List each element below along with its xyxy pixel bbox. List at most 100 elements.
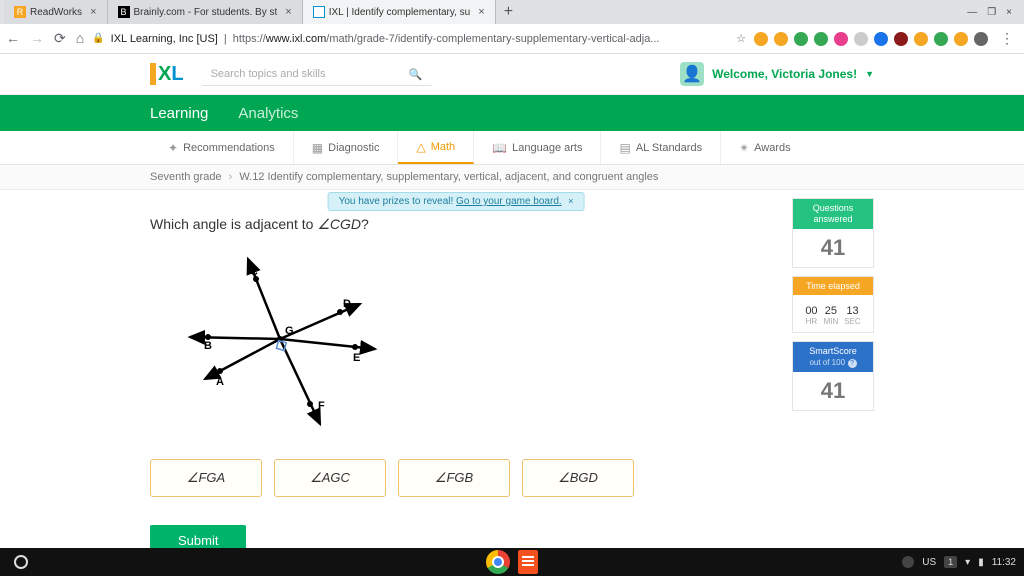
minimize-icon[interactable]: — <box>967 7 977 18</box>
label-g: G <box>285 325 294 337</box>
logo-bar <box>150 63 156 85</box>
tab-title: Brainly.com - For students. By st <box>134 7 278 18</box>
nav-analytics[interactable]: Analytics <box>238 105 298 122</box>
battery-icon[interactable]: ▮ <box>978 557 984 568</box>
browser-chrome: R ReadWorks × B Brainly.com - For studen… <box>0 0 1024 54</box>
clock[interactable]: 11:32 <box>992 557 1016 568</box>
subnav-awards[interactable]: ✴Awards <box>721 131 809 164</box>
back-icon[interactable]: ← <box>6 30 20 47</box>
recommendations-icon: ✦ <box>168 141 178 155</box>
extension-icon[interactable] <box>954 32 968 46</box>
language-icon: 📖 <box>492 141 507 155</box>
nav-icons: ← → ⟳ ⌂ <box>6 30 84 47</box>
home-icon[interactable]: ⌂ <box>76 30 84 47</box>
extension-icon[interactable] <box>974 32 988 46</box>
label-e: E <box>353 352 360 364</box>
subnav-math[interactable]: △ Math <box>398 131 474 164</box>
smart-label: SmartScoreout of 100 ? <box>793 342 873 372</box>
extension-icon[interactable] <box>774 32 788 46</box>
stats-sidebar: Questions answered 41 Time elapsed 00HR … <box>792 198 874 556</box>
help-icon[interactable]: ? <box>848 359 857 368</box>
question-text: Which angle is adjacent to ∠CGD? <box>150 216 762 234</box>
address-bar[interactable]: 🔒 IXL Learning, Inc [US] | https://www.i… <box>92 32 746 45</box>
close-icon[interactable]: × <box>285 6 291 18</box>
extension-icon[interactable] <box>874 32 888 46</box>
extension-icon[interactable] <box>754 32 768 46</box>
extension-icon[interactable] <box>934 32 948 46</box>
question-angle: ∠CGD <box>317 218 361 233</box>
extension-icon[interactable] <box>794 32 808 46</box>
logo-x: X <box>158 63 171 86</box>
new-tab-button[interactable]: + <box>496 3 521 21</box>
chrome-icon[interactable] <box>486 550 510 574</box>
maximize-icon[interactable]: ❐ <box>987 7 996 18</box>
close-icon[interactable]: × <box>478 6 484 18</box>
extension-icon[interactable] <box>834 32 848 46</box>
tab-title: IXL | Identify complementary, su <box>329 7 471 18</box>
lang-indicator[interactable]: US <box>922 557 936 568</box>
angle-diagram: C D E F A B G <box>180 249 400 439</box>
subnav-diagnostic[interactable]: ▦Diagnostic <box>294 131 399 164</box>
extension-icon[interactable] <box>894 32 908 46</box>
cast-icon[interactable] <box>902 556 914 568</box>
welcome-text: Welcome, Victoria Jones! <box>712 67 857 81</box>
search-icon[interactable]: 🔍 <box>409 68 423 81</box>
browser-tab-brainly[interactable]: B Brainly.com - For students. By st × <box>108 0 303 24</box>
time-min: 25 <box>824 305 839 317</box>
prize-link[interactable]: Go to your game board. <box>456 196 562 207</box>
time-hr-label: HR <box>805 317 817 326</box>
launcher-icon[interactable] <box>14 555 28 569</box>
ixl-logo[interactable]: XL <box>150 63 184 86</box>
choice-bgd[interactable]: ∠BGD <box>522 459 634 497</box>
caret-down-icon[interactable]: ▼ <box>865 69 874 79</box>
browser-tab-ixl[interactable]: IXL | Identify complementary, su × <box>303 0 496 24</box>
search-input[interactable]: Search topics and skills 🔍 <box>202 63 432 86</box>
extension-icon[interactable] <box>814 32 828 46</box>
close-icon[interactable]: × <box>90 6 96 18</box>
subnav-language[interactable]: 📖Language arts <box>474 131 601 164</box>
favicon-ixl <box>313 6 325 18</box>
subnav-label: Recommendations <box>183 142 275 154</box>
prize-text: You have prizes to reveal! <box>339 196 456 207</box>
browser-tab-readworks[interactable]: R ReadWorks × <box>4 0 108 24</box>
reload-icon[interactable]: ⟳ <box>54 30 66 47</box>
prize-banner: You have prizes to reveal! Go to your ga… <box>328 192 585 211</box>
math-icon: △ <box>416 140 425 154</box>
choice-agc[interactable]: ∠AGC <box>274 459 386 497</box>
taskbar: US 1 ▾ ▮ 11:32 <box>0 548 1024 576</box>
time-card: Time elapsed 00HR 25MIN 13SEC <box>792 276 874 334</box>
label-d: D <box>343 298 351 310</box>
questions-label: Questions answered <box>793 199 873 229</box>
crumb-skill: W.12 Identify complementary, supplementa… <box>239 171 658 183</box>
smart-value: 41 <box>793 372 873 410</box>
close-icon[interactable]: × <box>566 196 574 206</box>
ixl-header: XL Search topics and skills 🔍 👤 Welcome,… <box>0 54 1024 95</box>
docs-icon[interactable] <box>518 550 538 574</box>
wifi-icon[interactable]: ▾ <box>965 557 970 568</box>
time-min-label: MIN <box>824 317 839 326</box>
subnav-recommendations[interactable]: ✦ Recommendations <box>150 131 294 164</box>
forward-icon[interactable]: → <box>30 30 44 47</box>
taskbar-center <box>486 550 538 574</box>
extension-icons <box>754 32 988 46</box>
choice-fga[interactable]: ∠FGA <box>150 459 262 497</box>
chevron-right-icon: › <box>229 171 233 183</box>
menu-dots-icon[interactable]: ⋮ <box>996 30 1018 47</box>
bookmark-star-icon[interactable]: ☆ <box>736 32 746 45</box>
nav-learning[interactable]: Learning <box>150 105 208 122</box>
smartscore-card: SmartScoreout of 100 ? 41 <box>792 341 874 411</box>
search-placeholder: Search topics and skills <box>211 68 326 80</box>
standards-icon: ▤ <box>619 141 630 155</box>
extension-icon[interactable] <box>914 32 928 46</box>
notification-count[interactable]: 1 <box>944 556 957 568</box>
crumb-grade[interactable]: Seventh grade <box>150 171 222 183</box>
close-window-icon[interactable]: × <box>1006 7 1012 18</box>
extension-icon[interactable] <box>854 32 868 46</box>
label-b: B <box>204 340 212 352</box>
subnav-label: Awards <box>754 142 790 154</box>
choice-fgb[interactable]: ∠FGB <box>398 459 510 497</box>
main-nav: Learning Analytics <box>0 95 1024 131</box>
subnav-standards[interactable]: ▤AL Standards <box>601 131 721 164</box>
welcome-block[interactable]: 👤 Welcome, Victoria Jones! ▼ <box>680 62 874 86</box>
subnav-label: Math <box>431 141 455 153</box>
